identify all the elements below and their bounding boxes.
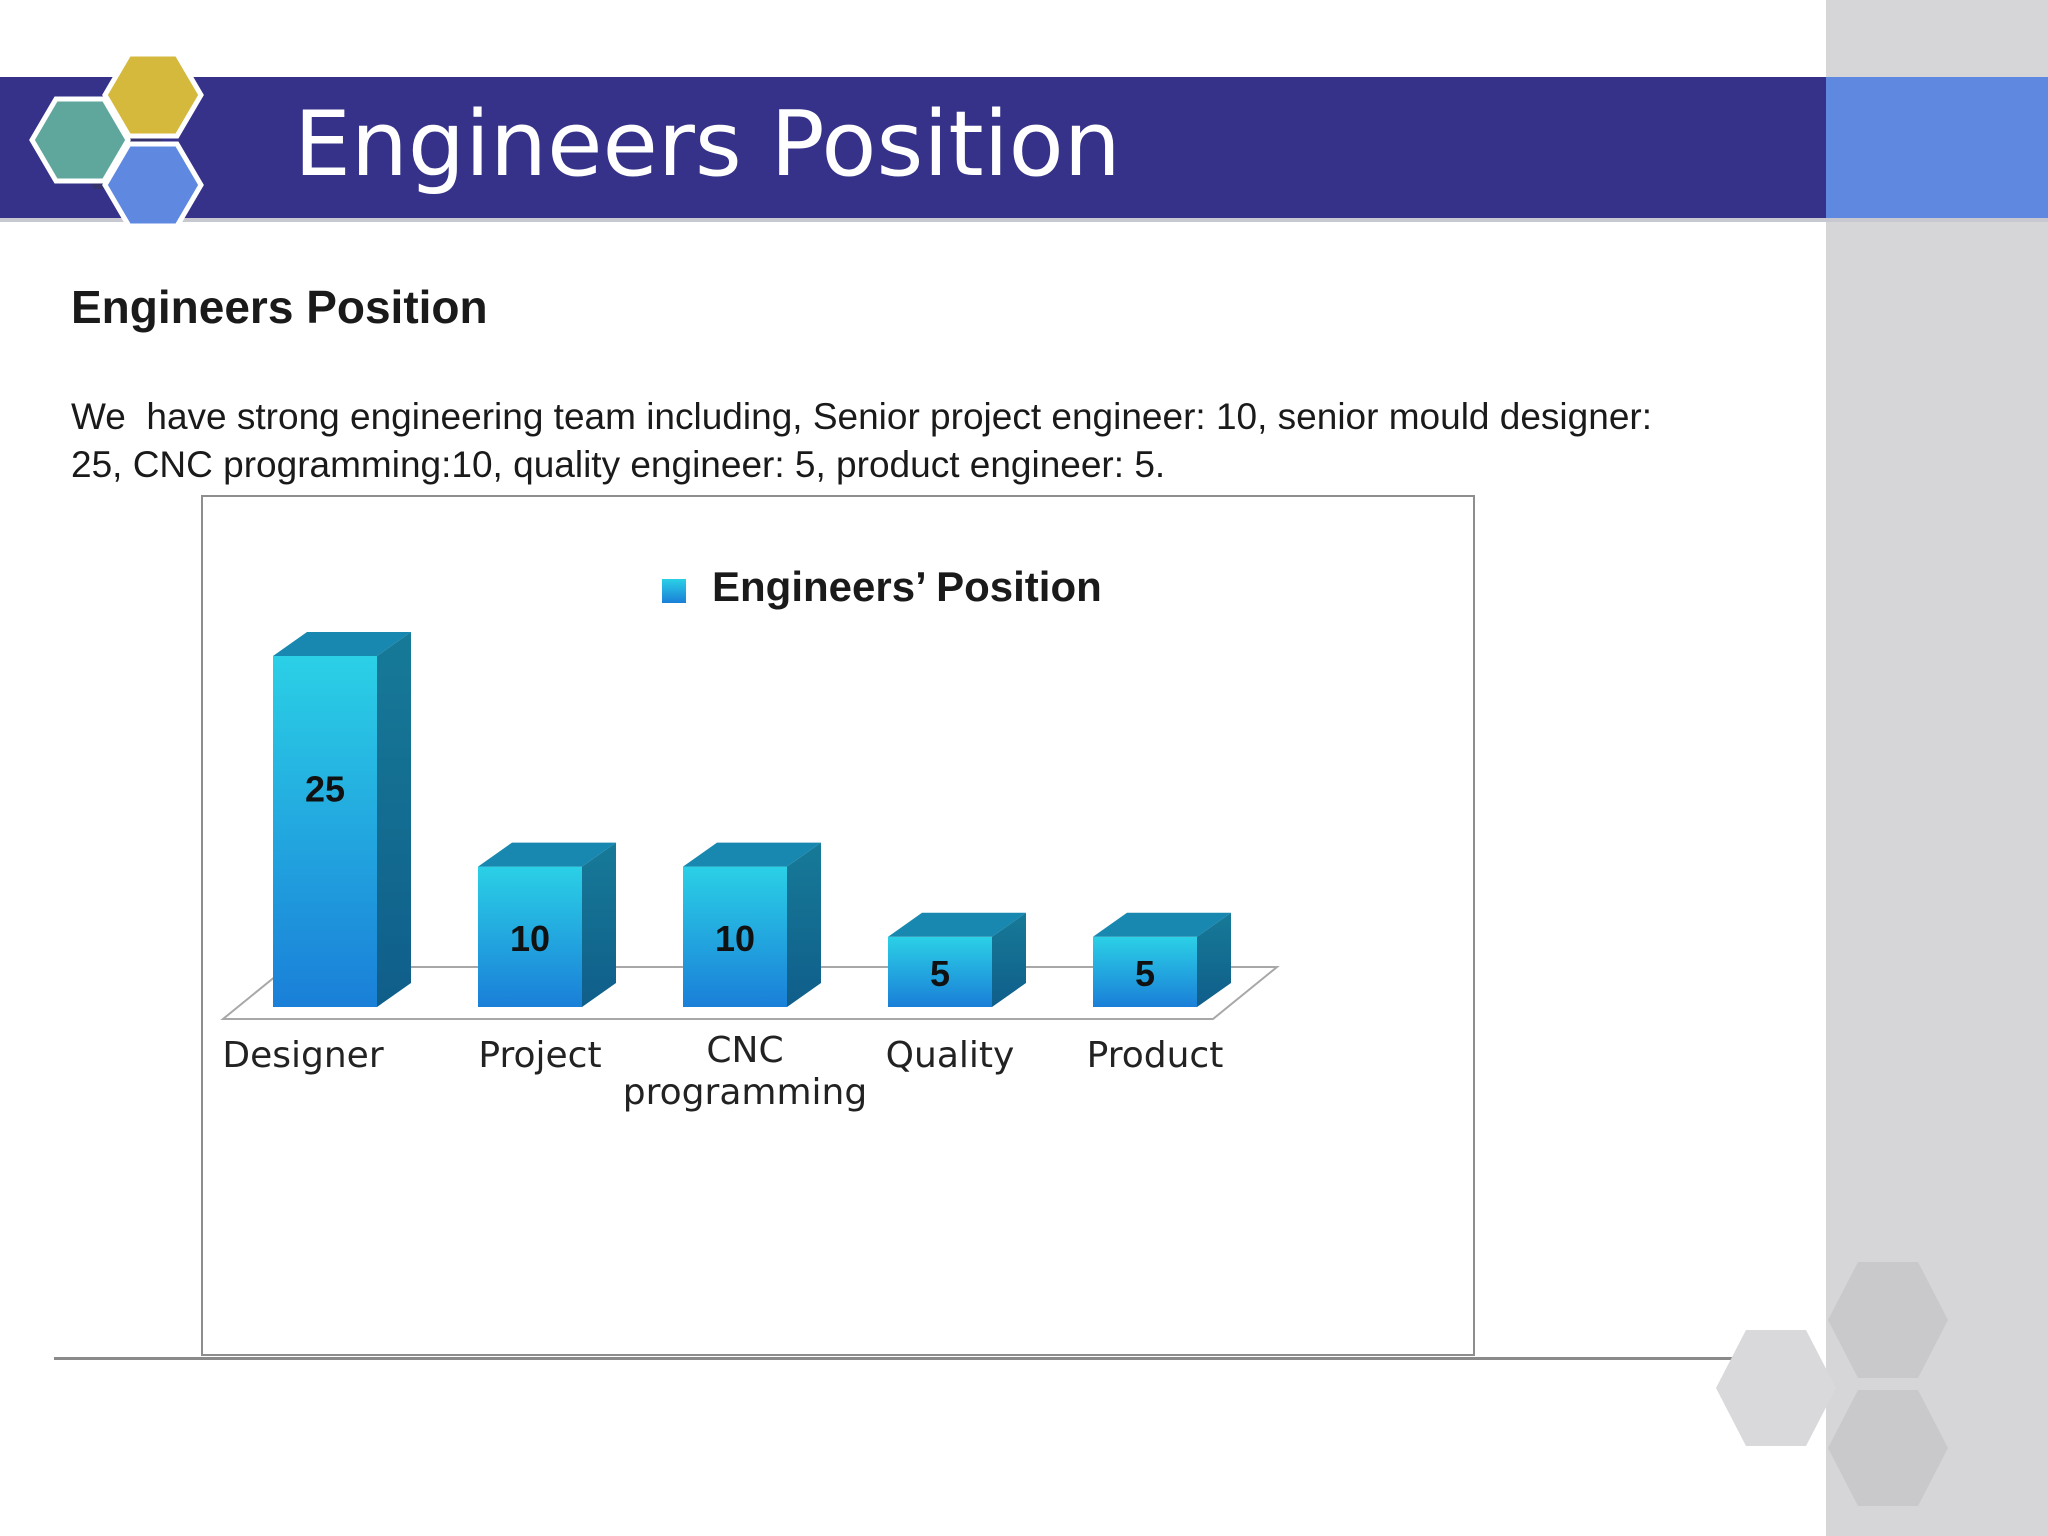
- hexagon-logo-icon: [29, 51, 204, 229]
- bar-2: 10: [478, 842, 616, 1007]
- slide-title: Engineers Position: [294, 92, 1121, 197]
- bar-side: [787, 842, 821, 1007]
- data-label: 5: [930, 953, 950, 994]
- bar-1: 25: [273, 632, 411, 1007]
- data-label: 10: [715, 918, 755, 959]
- category-label: CNC: [706, 1030, 783, 1071]
- hexagon-teal-icon: [29, 96, 131, 184]
- bar-side: [992, 912, 1026, 1007]
- bar-top: [888, 912, 1026, 937]
- title-band: [0, 77, 1826, 218]
- chart-floor: [220, 966, 1280, 1020]
- bar-side: [377, 632, 411, 1007]
- bar-4: 5: [888, 912, 1026, 1007]
- bar-side: [582, 842, 616, 1007]
- title-band-shadow: [0, 218, 2048, 222]
- bar-side: [1197, 912, 1231, 1007]
- category-label: Product: [1087, 1035, 1224, 1076]
- category-label: programming: [623, 1072, 867, 1113]
- data-label: 25: [305, 769, 345, 810]
- bar-front: [273, 656, 377, 1007]
- bar-top: [273, 632, 411, 656]
- bar-3: 10: [683, 842, 821, 1007]
- hexagon-gold-icon: [102, 51, 204, 139]
- bar-chart: 25 10 10 5 5 Engineers’ Position Designer Pro…: [220, 563, 1280, 1113]
- chart-frame: 25 10 10 5 5 Engineers’ Position Designer Pro…: [201, 495, 1475, 1356]
- category-label: Quality: [886, 1035, 1015, 1076]
- bar-top: [478, 842, 616, 867]
- data-label: 10: [510, 918, 550, 959]
- bar-5: 5: [1093, 912, 1231, 1007]
- hexagon-blue-icon: [102, 141, 204, 229]
- bar-top: [1093, 912, 1231, 937]
- bar-top: [683, 842, 821, 867]
- section-heading: Engineers Position: [71, 281, 488, 333]
- title-band-accent: [1826, 77, 2048, 218]
- bar-front: [1093, 936, 1197, 1007]
- decorative-hexagons-icon: [1716, 1262, 1948, 1506]
- category-label: Designer: [222, 1035, 383, 1076]
- legend-swatch: [662, 579, 686, 603]
- bar-front: [888, 936, 992, 1007]
- legend-label: Engineers’ Position: [712, 563, 1102, 610]
- category-label: Project: [478, 1035, 601, 1076]
- data-label: 5: [1135, 953, 1155, 994]
- bar-front: [683, 866, 787, 1007]
- body-paragraph: We have strong engineering team includin…: [71, 396, 1663, 485]
- bar-front: [478, 866, 582, 1007]
- bottom-rule: [54, 1357, 1776, 1360]
